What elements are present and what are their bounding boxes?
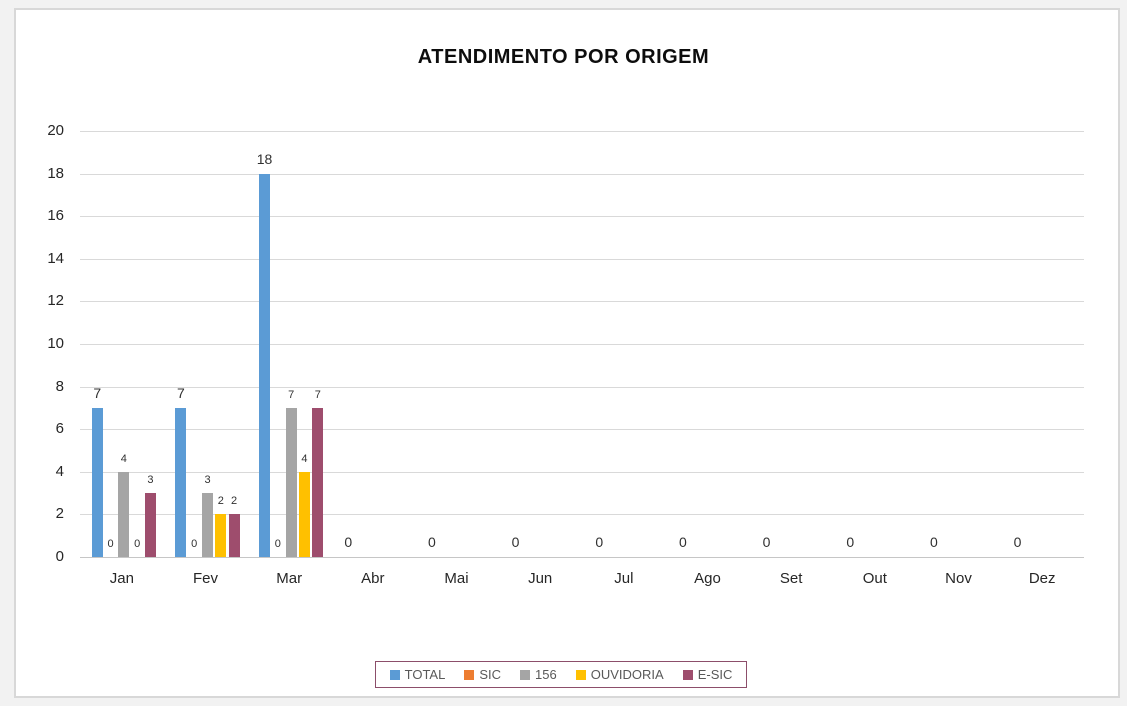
gridline: [80, 557, 1084, 558]
legend-item-sic: SIC: [464, 667, 501, 682]
gridline: [80, 216, 1084, 218]
bar-value-label: 7: [314, 388, 321, 401]
chart-frame: [14, 8, 1120, 698]
bar-total-jan: [91, 407, 103, 557]
bar-value-label: 0: [191, 538, 198, 550]
bar-value-label: 4: [301, 452, 308, 465]
y-axis-tick-label: 6: [55, 420, 64, 438]
legend-item-e-sic: E-SIC: [682, 667, 733, 682]
bar-total-mar: [259, 173, 271, 557]
bar-e-sic-mar: [312, 407, 324, 557]
x-axis-category-label: Jun: [528, 570, 553, 587]
bar-value-label: 0: [274, 538, 281, 550]
x-axis-category-label: Out: [862, 570, 887, 587]
gridline: [80, 514, 1084, 516]
y-axis-tick-label: 10: [47, 335, 64, 352]
bar-value-label: 0: [595, 534, 604, 550]
x-axis-category-label: Mai: [444, 570, 469, 587]
bar-156-jan: [118, 471, 130, 557]
x-axis-category-label: Jul: [614, 570, 634, 587]
bar-value-label: 7: [288, 388, 295, 401]
legend-label: 156: [535, 667, 557, 682]
bar-value-label: 3: [147, 474, 154, 487]
legend-label: E-SIC: [697, 667, 733, 682]
bar-e-sic-jan: [144, 493, 156, 557]
gridline: [80, 344, 1084, 345]
bar-value-label: 0: [344, 534, 353, 550]
x-axis-category-label: Jan: [109, 570, 134, 587]
legend-swatch-icon: [520, 669, 531, 680]
y-axis-tick-label: 16: [47, 207, 64, 225]
bar-value-label: 0: [678, 534, 687, 550]
bar-value-label: 0: [1013, 534, 1022, 550]
bar-ouvidoria-fev: [215, 514, 227, 557]
legend-item-156: 156: [520, 667, 557, 682]
bar-value-label: 0: [134, 538, 141, 550]
chart-legend: TOTAL SIC 156 OUVIDORIA E-SIC: [375, 661, 747, 688]
bar-value-label: 7: [93, 384, 102, 401]
x-axis-category-label: Fev: [192, 570, 218, 587]
legend-swatch-icon: [389, 669, 400, 680]
legend-label: OUVIDORIA: [590, 667, 664, 682]
y-axis-tick-label: 4: [55, 462, 64, 480]
legend-item-total: TOTAL: [389, 667, 446, 682]
bar-e-sic-fev: [228, 514, 240, 557]
bar-value-label: 4: [120, 452, 127, 465]
y-axis-tick-label: 2: [55, 505, 64, 523]
y-axis-tick-label: 20: [47, 122, 64, 139]
bar-value-label: 18: [256, 150, 273, 167]
x-axis-category-label: Mar: [276, 570, 303, 587]
bar-value-label: 0: [846, 534, 855, 550]
chart-title: ATENDIMENTO POR ORIGEM: [417, 46, 710, 68]
gridline: [80, 173, 1084, 175]
legend-swatch-icon: [464, 669, 475, 680]
x-axis-category-label: Nov: [945, 570, 972, 587]
bar-156-fev: [202, 493, 213, 557]
gridline: [80, 471, 1084, 473]
legend-swatch-icon: [575, 669, 586, 680]
x-axis-category-label: Set: [779, 570, 803, 587]
y-axis-tick-label: 0: [55, 548, 64, 565]
gridline: [80, 386, 1084, 388]
y-axis-tick-label: 18: [47, 164, 64, 182]
y-axis-tick-label: 8: [55, 377, 64, 395]
bar-value-label: 0: [929, 534, 938, 550]
y-axis-tick-label: 12: [47, 292, 64, 310]
bar-value-label: 0: [511, 534, 520, 550]
legend-swatch-icon: [682, 669, 693, 680]
x-axis-category-label: Ago: [694, 570, 721, 587]
bar-value-label: 7: [176, 384, 185, 401]
bar-value-label: 3: [204, 474, 211, 487]
bar-ouvidoria-mar: [298, 471, 310, 557]
bar-total-fev: [175, 407, 187, 557]
gridline: [80, 301, 1084, 303]
bar-value-label: 2: [231, 495, 238, 508]
legend-label: TOTAL: [404, 667, 446, 682]
x-axis-category-label: Dez: [1028, 570, 1056, 587]
legend-item-ouvidoria: OUVIDORIA: [575, 667, 664, 682]
bar-value-label: 2: [217, 495, 224, 508]
gridline: [80, 429, 1084, 431]
bar-156-mar: [285, 407, 297, 557]
bar-value-label: 0: [762, 534, 771, 550]
bar-value-label: 0: [107, 538, 114, 550]
bar-value-label: 0: [427, 534, 436, 550]
x-axis-category-label: Abr: [361, 570, 385, 587]
gridline: [80, 131, 1084, 132]
gridline: [80, 258, 1084, 260]
legend-label: SIC: [479, 667, 502, 682]
y-axis-tick-label: 14: [47, 249, 64, 267]
